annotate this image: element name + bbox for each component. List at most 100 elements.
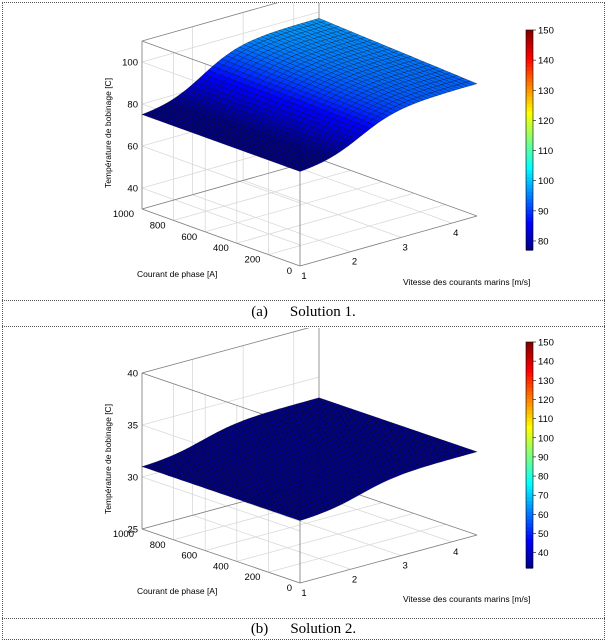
colorbar-segment (526, 451, 533, 456)
colorbar-segment (526, 417, 533, 422)
floor-gridline (205, 502, 383, 551)
colorbar-tick-label: 90 (538, 452, 549, 463)
colorbar-segment (526, 143, 533, 148)
colorbar-segment (526, 466, 533, 471)
colorbar-segment (526, 158, 533, 163)
colorbar-segment (526, 209, 533, 214)
colorbar-segment (526, 342, 533, 347)
colorbar-segment (526, 99, 533, 104)
colorbar-tick-label: 60 (538, 510, 549, 521)
colorbar-tick-label: 80 (538, 472, 549, 483)
colorbar-segment (526, 379, 533, 385)
colorbar-segment (526, 184, 533, 189)
axis-box-edge (318, 158, 478, 217)
y-tick-label: 200 (245, 255, 261, 266)
colorbar-segment (526, 74, 533, 79)
colorbar-segment (526, 462, 533, 467)
colorbar-segment (526, 140, 533, 145)
caption-label: (a) (251, 304, 268, 320)
x-tick-label: 3 (402, 561, 407, 572)
colorbar-segment (526, 496, 533, 501)
colorbar-frame (525, 29, 534, 251)
colorbar-segment (526, 151, 533, 156)
colorbar-segment (526, 110, 533, 115)
side-wall-gridline (141, 187, 301, 246)
z-tick-label: 40 (127, 369, 138, 380)
colorbar-segment (526, 534, 533, 539)
colorbar-segment (526, 372, 533, 377)
colorbar-segment (526, 383, 533, 388)
colorbar-segment (526, 556, 533, 562)
colorbar-segment (526, 213, 533, 218)
colorbar-segment (526, 81, 533, 86)
x-axis-label: Vitesse des courants marins [m/s] (403, 277, 530, 287)
z-axis-label: Température de bobinage [C] (103, 78, 113, 188)
z-tick-label: 40 (127, 184, 138, 195)
colorbar-tick-label: 40 (538, 548, 549, 559)
floor-gridline (192, 514, 351, 570)
colorbar-segment (526, 511, 533, 516)
z-tick-label: 80 (127, 100, 138, 111)
colorbar-segment (526, 515, 533, 520)
surface-patch (465, 449, 478, 454)
colorbar-segment (526, 530, 533, 535)
floor-gridline (236, 513, 414, 562)
colorbar-segment (526, 357, 533, 362)
colorbar-segment (526, 154, 533, 159)
colorbar-segment (526, 375, 533, 381)
colorbar-tick-label: 80 (538, 236, 549, 247)
back-wall-gridline (141, 11, 320, 63)
colorbar-segment (526, 406, 533, 411)
colorbar-segment (526, 37, 533, 42)
colorbar-tick-label: 110 (538, 414, 553, 425)
colorbar-segment (526, 228, 533, 233)
axis-box-edge (299, 534, 478, 584)
x-tick-label: 2 (352, 574, 357, 585)
colorbar-segment (526, 235, 533, 240)
colorbar-segment (526, 549, 533, 554)
colorbar-segment (526, 224, 533, 229)
colorbar-segment (526, 390, 533, 396)
colorbar-tick-label: 140 (538, 56, 554, 67)
colorbar-tick-label: 110 (538, 146, 553, 157)
colorbar-segment (526, 481, 533, 486)
colorbar-segment (526, 500, 533, 505)
colorbar-tick-label: 120 (538, 395, 554, 406)
colorbar-segment (526, 162, 533, 167)
colorbar-tick-label: 120 (538, 116, 554, 127)
y-tick-label: 1000 (113, 209, 134, 220)
colorbar-segment (526, 424, 533, 430)
caption-text: Solution 1. (289, 304, 356, 320)
colorbar-segment (526, 470, 533, 475)
colorbar-segment (526, 202, 533, 207)
colorbar-segment (526, 85, 533, 90)
side-wall-gridline (141, 476, 301, 532)
z-tick-label: 25 (127, 525, 138, 536)
floor-gridline (192, 194, 351, 253)
colorbar-segment (526, 63, 533, 68)
colorbar-segment (526, 360, 533, 366)
x-tick-label: 1 (301, 588, 306, 599)
colorbar-segment (526, 96, 533, 101)
colorbar-segment (526, 125, 533, 130)
colorbar-tick-label: 130 (538, 86, 554, 97)
colorbar-segment (526, 55, 533, 60)
x-tick-label: 3 (402, 242, 407, 253)
colorbar-segment (526, 206, 533, 211)
z-axis-label: Température de bobinage [C] (103, 404, 113, 514)
colorbar-segment (526, 564, 533, 569)
colorbar-segment (526, 195, 533, 200)
colorbar-segment (526, 165, 533, 170)
z-tick-label: 60 (127, 142, 138, 153)
colorbar-segment (526, 455, 533, 460)
colorbar-segment (526, 349, 533, 354)
colorbar-segment (526, 458, 533, 464)
colorbar-segment (526, 485, 533, 490)
y-tick-label: 600 (181, 232, 197, 243)
colorbar-segment (526, 409, 533, 415)
colorbar-segment (526, 41, 533, 46)
colorbar-segment (526, 44, 533, 49)
colorbar-tick-label: 150 (538, 338, 554, 349)
axis-box-edge (141, 328, 310, 374)
